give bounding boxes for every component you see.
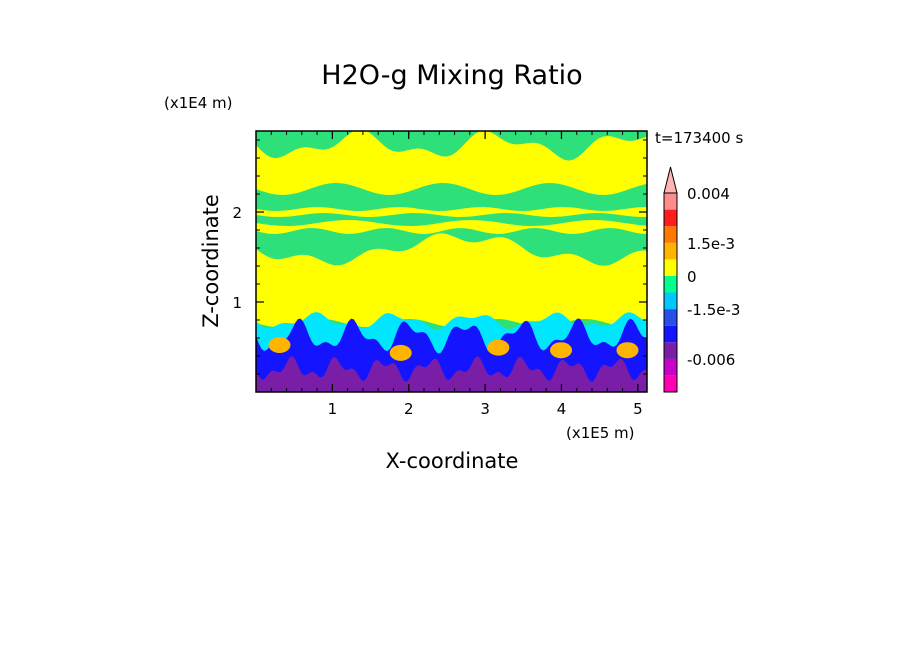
- y-tick-label-2: 2: [232, 204, 242, 222]
- mixing-ratio-field: [256, 131, 647, 392]
- x-tick-label-1: 1: [328, 400, 338, 418]
- plume-1: [268, 337, 291, 353]
- y-unit-label: (x1E4 m): [164, 94, 233, 112]
- x-unit-label: (x1E5 m): [566, 424, 635, 442]
- time-label: t=173400 s: [655, 129, 743, 147]
- colorbar-label-5: -1.5e-3: [687, 301, 740, 319]
- colorbar-label-7: 0: [687, 268, 697, 286]
- plume-5: [616, 342, 639, 359]
- x-tick-label-4: 4: [557, 400, 567, 418]
- colorbar-swatch-4: [664, 325, 677, 343]
- surface-purple: [256, 356, 647, 392]
- colorbar-top-arrow: [663, 166, 678, 194]
- chart-title: H2O-g Mixing Ratio: [321, 60, 582, 91]
- colorbar-swatch-8: [664, 259, 677, 276]
- colorbar: -0.006 -1.5e-3 0 1.5e-3 0.004: [663, 166, 740, 393]
- x-tick-label-3: 3: [480, 400, 490, 418]
- upper-yellow-band: [256, 131, 647, 195]
- colorbar-swatch-12: [664, 193, 677, 210]
- colorbar-label-9: 1.5e-3: [687, 235, 735, 253]
- colorbar-label-12: 0.004: [687, 185, 730, 203]
- middle-yellow-band: [256, 233, 647, 327]
- y-tick-label-1: 1: [232, 294, 242, 312]
- plot-frame: [255, 130, 648, 393]
- colorbar-swatch-6: [664, 292, 677, 310]
- x-tick-label-5: 5: [633, 400, 643, 418]
- x-tick-label-2: 2: [404, 400, 414, 418]
- plume-2: [389, 344, 412, 361]
- colorbar-swatch-1: [664, 375, 677, 392]
- colorbar-swatch-7: [664, 275, 677, 293]
- plume-4: [550, 342, 572, 359]
- colorbar-swatch-2: [664, 358, 677, 376]
- colorbar-label-2: -0.006: [687, 351, 735, 369]
- colorbar-swatch-9: [664, 242, 677, 260]
- colorbar-swatch-11: [664, 209, 677, 227]
- plume-3: [487, 339, 510, 356]
- colorbar-frame: [663, 192, 678, 393]
- mid-yellow-strip: [256, 220, 647, 234]
- upper-yellow-strip: [256, 207, 647, 217]
- x-axis-label: X-coordinate: [386, 449, 519, 473]
- y-axis-label: Z-coordinate: [199, 194, 223, 328]
- colorbar-swatch-10: [664, 226, 677, 243]
- colorbar-swatch-5: [664, 309, 677, 326]
- colorbar-swatch-3: [664, 342, 677, 359]
- axis-ticks: 1 2 3 4 5 1 2: [232, 131, 647, 418]
